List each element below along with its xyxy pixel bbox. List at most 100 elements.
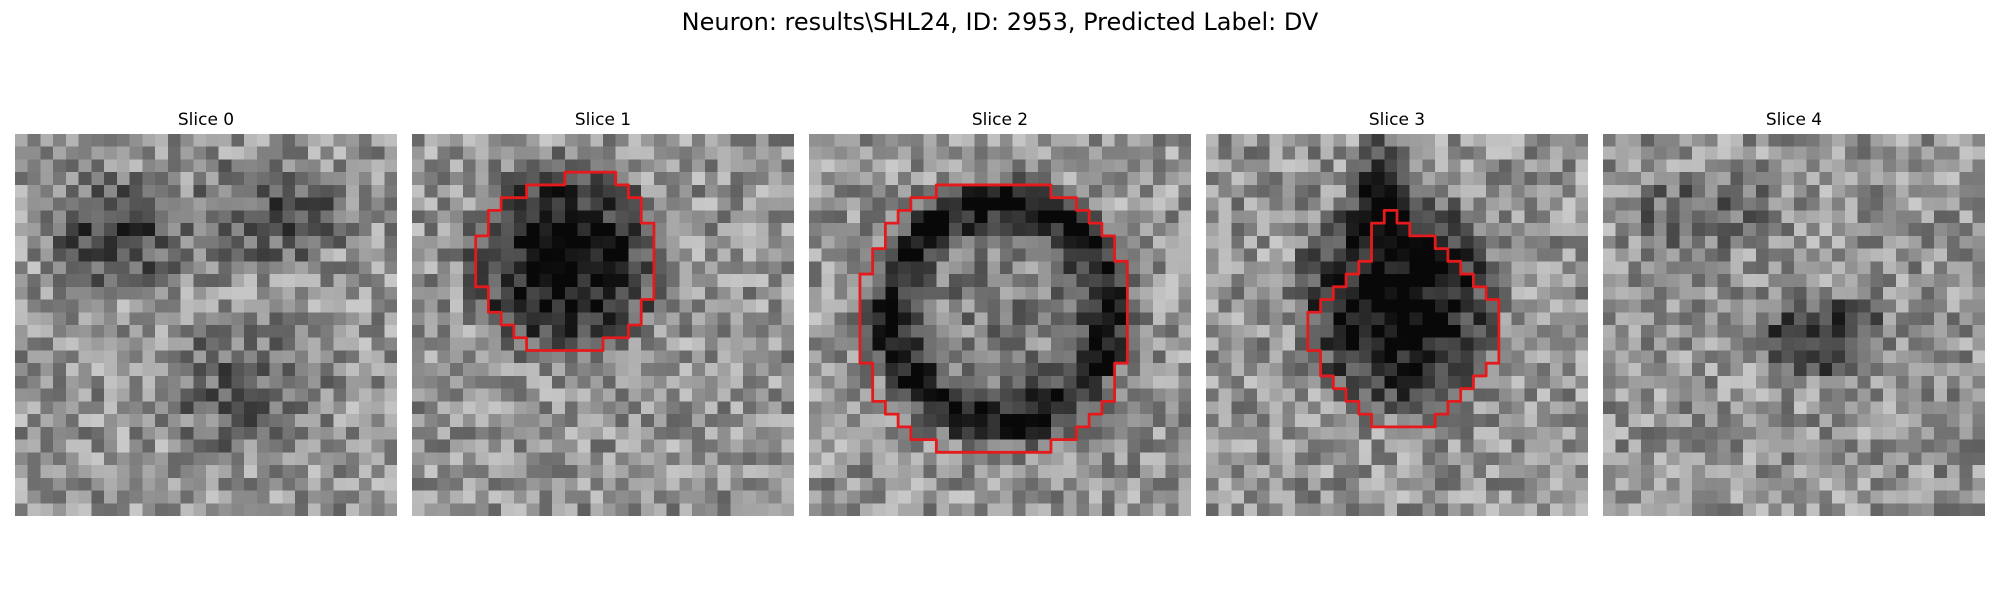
pixel: [27, 388, 41, 402]
pixel: [1908, 248, 1922, 262]
pixel: [1511, 197, 1525, 211]
pixel: [78, 439, 92, 453]
pixel: [1178, 465, 1191, 479]
pixel: [78, 388, 92, 402]
pixel: [256, 197, 270, 211]
pixel: [307, 261, 321, 275]
pixel: [1218, 337, 1232, 351]
pixel: [1755, 210, 1769, 224]
pixel: [1333, 465, 1347, 479]
pixel: [641, 299, 655, 313]
pixel: [218, 350, 232, 364]
pixel: [1781, 401, 1795, 415]
pixel: [1486, 274, 1500, 288]
pixel: [206, 235, 219, 249]
roi-contour: [1306, 208, 1501, 429]
pixel: [936, 452, 950, 466]
pixel: [692, 465, 706, 479]
pixel: [501, 223, 515, 237]
pixel: [231, 465, 245, 479]
pixel: [1012, 235, 1026, 249]
pixel: [526, 223, 540, 237]
pixel: [333, 261, 347, 275]
pixel: [1653, 465, 1667, 479]
pixel: [333, 197, 347, 211]
pixel: [590, 274, 604, 288]
pixel: [1089, 299, 1103, 313]
pixel: [218, 210, 232, 224]
pixel: [1870, 235, 1884, 249]
pixel: [488, 452, 502, 466]
pixel: [949, 286, 963, 300]
pixel: [898, 223, 912, 237]
pixel: [1320, 261, 1334, 275]
pixel: [987, 235, 1001, 249]
pixel: [526, 465, 540, 479]
pixel: [653, 414, 667, 428]
pixel: [1603, 375, 1616, 389]
pixel: [1666, 426, 1680, 440]
pixel: [231, 363, 245, 377]
pixel: [974, 261, 988, 275]
pixel: [1000, 490, 1013, 504]
pixel: [1358, 452, 1372, 466]
pixel: [1320, 210, 1334, 224]
pixel: [961, 388, 975, 402]
pixel: [755, 414, 769, 428]
pixel: [1819, 299, 1833, 313]
pixel: [1883, 210, 1897, 224]
pixel: [1666, 223, 1680, 237]
slice-panel-4: Slice 4: [1603, 108, 1985, 516]
pixel: [1050, 312, 1064, 326]
pixel: [1397, 299, 1410, 313]
pixel: [462, 261, 476, 275]
pixel: [1409, 337, 1423, 351]
pixel: [1653, 452, 1667, 466]
pixel: [1794, 274, 1807, 288]
pixel: [1422, 146, 1436, 160]
pixel: [1895, 274, 1909, 288]
pixel: [1794, 477, 1807, 491]
pixel: [1152, 439, 1166, 453]
pixel: [1870, 477, 1884, 491]
pixel: [475, 490, 489, 504]
pixel: [923, 274, 937, 288]
pixel: [1358, 337, 1372, 351]
pixel: [1832, 134, 1846, 147]
pixel: [743, 388, 757, 402]
pixel: [1692, 401, 1706, 415]
pixel: [412, 477, 425, 491]
pixel: [1743, 172, 1757, 186]
pixel: [1972, 197, 1985, 211]
pixel: [295, 312, 309, 326]
pixel: [781, 363, 794, 377]
pixel: [1397, 172, 1410, 186]
pixel: [1870, 401, 1884, 415]
pixel: [961, 426, 975, 440]
pixel: [1679, 172, 1693, 186]
pixel: [755, 146, 769, 160]
pixel: [1089, 363, 1103, 377]
pixel: [1089, 350, 1103, 364]
pixel: [1511, 325, 1525, 338]
pixel: [768, 134, 782, 147]
pixel: [155, 363, 169, 377]
pixel: [475, 159, 489, 173]
pixel: [1743, 235, 1757, 249]
pixel: [1870, 426, 1884, 440]
pixel: [501, 197, 515, 211]
pixel: [1218, 325, 1232, 338]
pixel: [1050, 261, 1064, 275]
pixel: [885, 350, 899, 364]
pixel: [615, 439, 629, 453]
pixel: [1857, 503, 1871, 516]
pixel: [358, 503, 372, 516]
pixel: [15, 363, 28, 377]
pixel: [1486, 146, 1500, 160]
pixel: [666, 159, 680, 173]
pixel: [1307, 134, 1321, 147]
pixel: [717, 439, 731, 453]
pixel: [1768, 248, 1782, 262]
pixel: [987, 312, 1001, 326]
pixel: [218, 401, 232, 415]
